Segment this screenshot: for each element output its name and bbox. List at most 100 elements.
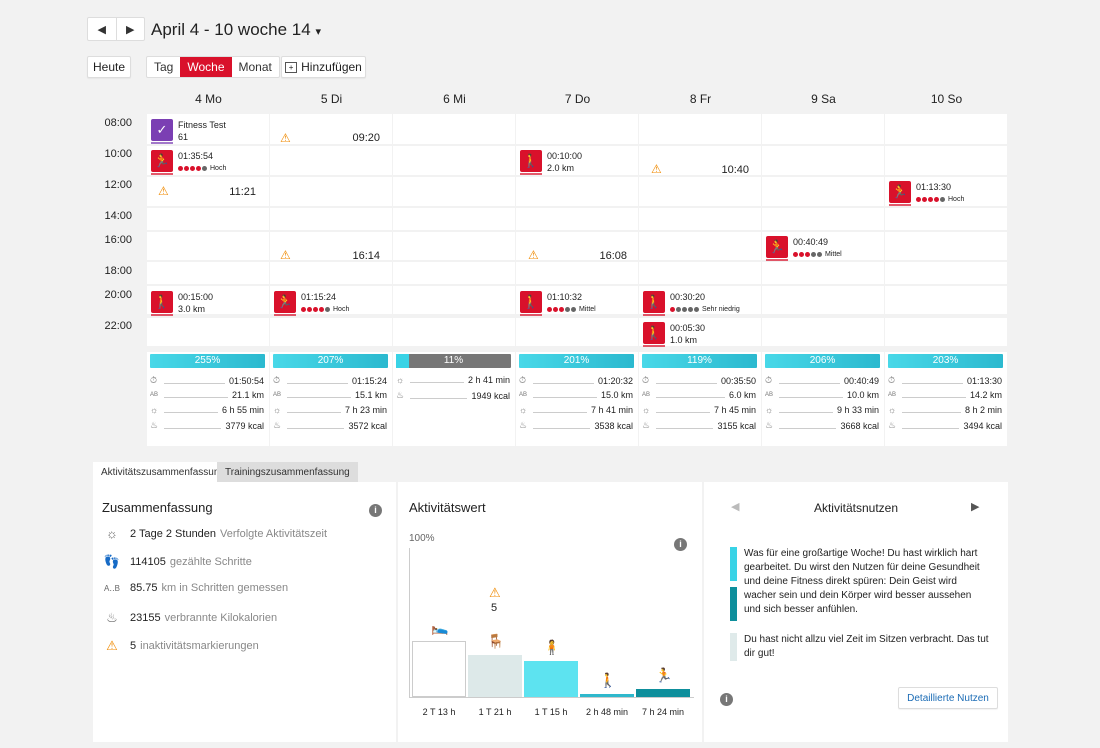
calendar-cell[interactable] <box>885 286 1007 314</box>
benefit-bar-teal <box>730 587 737 621</box>
calendar-cell[interactable] <box>270 232 392 260</box>
calendar-cell[interactable] <box>639 177 761 206</box>
detailed-benefits-button[interactable]: Detaillierte Nutzen <box>898 687 998 709</box>
activity-duration: 01:10:32 <box>547 292 583 302</box>
tab-day[interactable]: Tag <box>154 60 174 74</box>
activity-bar <box>468 655 522 697</box>
stat-divider <box>902 392 966 398</box>
calendar-cell[interactable] <box>393 286 515 314</box>
activity-bar <box>580 694 634 697</box>
activity-bar <box>524 661 578 697</box>
prev-week-button[interactable]: ◀ <box>88 18 117 40</box>
walking-icon: 🚶 <box>520 291 542 316</box>
calendar-cell[interactable] <box>516 114 638 144</box>
stat-divider <box>656 423 714 429</box>
goal-percent: 255% <box>194 355 221 366</box>
activity-entry[interactable]: 🏃 01:13:30 Hoch <box>889 181 964 206</box>
calendar-cell[interactable] <box>270 146 392 175</box>
stat-divider <box>164 423 222 429</box>
stat-divider <box>656 407 710 413</box>
calendar-cell[interactable] <box>393 318 515 346</box>
calendar-cell[interactable] <box>762 208 884 230</box>
activity-entry[interactable]: ✓ Fitness Test 61 <box>151 119 226 144</box>
calendar-cell[interactable] <box>639 114 761 144</box>
calendar-cell[interactable] <box>516 232 638 260</box>
stat-divider <box>902 423 960 429</box>
calendar-cell[interactable] <box>639 208 761 230</box>
tab-month[interactable]: Monat <box>238 60 272 74</box>
kcal-icon: ♨ <box>396 390 405 400</box>
time-icon: ⏱ <box>642 375 650 385</box>
calendar-cell[interactable] <box>147 177 269 206</box>
tab-training-summary[interactable]: Trainingszusammenfassung <box>217 462 358 482</box>
calendar-cell[interactable] <box>270 177 392 206</box>
calendar-cell[interactable] <box>762 318 884 346</box>
activity-entry[interactable]: 🚶 00:05:30 1.0 km <box>643 322 705 347</box>
activity-entry[interactable]: 🏃 01:15:24 Hoch <box>274 291 349 316</box>
daily-stat-time: ⏱ 01:15:24 <box>273 375 387 386</box>
activity-entry[interactable]: 🚶 00:10:00 2.0 km <box>520 150 582 175</box>
calendar-cell[interactable] <box>270 262 392 284</box>
calendar-cell[interactable] <box>639 232 761 260</box>
info-icon[interactable]: i <box>674 538 687 551</box>
calendar-cell[interactable] <box>516 177 638 206</box>
calendar-cell[interactable] <box>762 177 884 206</box>
calendar-cell[interactable] <box>885 318 1007 346</box>
calendar-cell[interactable] <box>147 262 269 284</box>
activity-entry[interactable]: 🏃 01:35:54 Hoch <box>151 150 226 175</box>
calendar-cell[interactable] <box>639 146 761 175</box>
calendar-cell[interactable] <box>885 114 1007 144</box>
next-week-button[interactable]: ▶ <box>126 23 135 36</box>
calendar-cell[interactable] <box>270 114 392 144</box>
activity-entry[interactable]: 🚶 01:10:32 Mittel <box>520 291 596 316</box>
calendar-cell[interactable] <box>393 262 515 284</box>
tab-week[interactable]: Woche <box>180 57 232 77</box>
calendar-cell[interactable] <box>885 262 1007 284</box>
calendar-cell[interactable] <box>147 232 269 260</box>
chevron-down-icon: ▾ <box>315 26 321 38</box>
calendar-cell[interactable] <box>393 114 515 144</box>
calendar-cell[interactable] <box>885 208 1007 230</box>
benefit-next-button[interactable]: ▶ <box>971 501 980 513</box>
tab-activity-summary[interactable]: Aktivitätszusammenfassung <box>93 462 233 482</box>
activity-entry[interactable]: 🚶 00:30:20 Sehr niedrig <box>643 291 740 316</box>
calendar-cell[interactable] <box>393 146 515 175</box>
chart-baseline <box>409 697 694 698</box>
day-header: 9 Sa <box>811 92 836 106</box>
info-icon[interactable]: i <box>720 693 733 706</box>
daily-stat-active: ☼ 7 h 41 min <box>519 405 633 415</box>
chart-axis <box>409 548 410 698</box>
calendar-cell[interactable] <box>639 262 761 284</box>
benefit-prev-button[interactable]: ◀ <box>731 501 740 513</box>
calendar-cell[interactable] <box>516 318 638 346</box>
calendar-cell[interactable] <box>270 208 392 230</box>
calendar-cell[interactable] <box>270 318 392 346</box>
activity-entry[interactable]: 🚶 00:15:00 3.0 km <box>151 291 213 316</box>
calendar-cell[interactable] <box>516 262 638 284</box>
inactivity-warning-icon: ⚠ <box>280 131 291 145</box>
active-icon: ☼ <box>396 375 405 385</box>
calendar-cell[interactable] <box>762 114 884 144</box>
daily-stat-active: ☼ 7 h 23 min <box>273 405 387 415</box>
calendar-cell[interactable] <box>393 232 515 260</box>
kcal-icon: ♨ <box>273 420 282 430</box>
calendar-cell[interactable] <box>762 262 884 284</box>
activity-entry[interactable]: 🏃 00:40:49 Mittel <box>766 236 842 261</box>
calendar-cell[interactable] <box>393 177 515 206</box>
calendar-cell[interactable] <box>885 232 1007 260</box>
calendar-cell[interactable] <box>762 146 884 175</box>
add-button[interactable]: + Hinzufügen <box>281 56 366 78</box>
stat-value: 10.0 km <box>846 390 879 400</box>
calendar-cell[interactable] <box>393 208 515 230</box>
calendar-cell[interactable] <box>147 318 269 346</box>
calendar-cell[interactable] <box>516 208 638 230</box>
stat-divider <box>656 378 717 384</box>
calendar-cell[interactable] <box>147 208 269 230</box>
calendar-cell[interactable] <box>885 146 1007 175</box>
goal-percent: 206% <box>809 355 836 366</box>
info-icon[interactable]: i <box>369 504 382 517</box>
calendar-cell[interactable] <box>762 286 884 314</box>
week-title[interactable]: April 4 - 10 woche 14 ▾ <box>151 20 321 40</box>
today-button[interactable]: Heute <box>87 56 131 78</box>
running-icon: 🏃 <box>766 236 788 261</box>
